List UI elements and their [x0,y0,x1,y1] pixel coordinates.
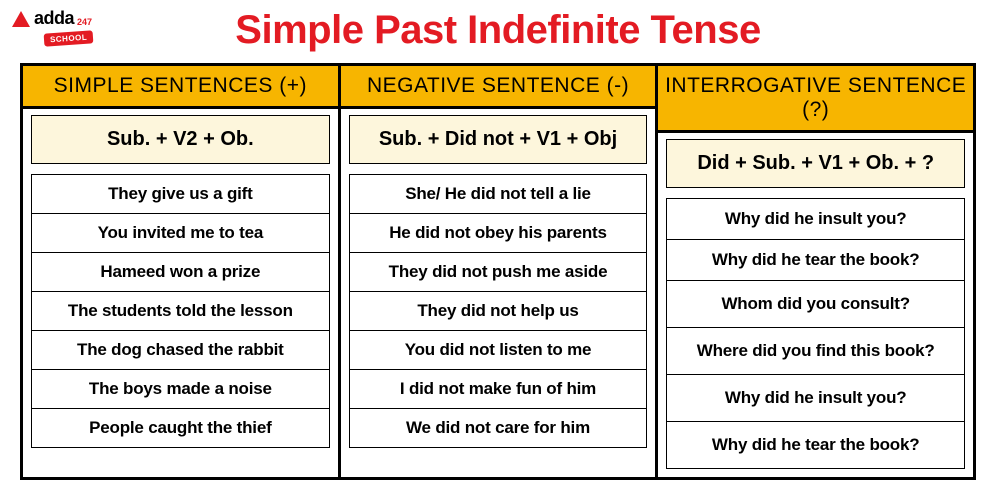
example-row: They did not push me aside [350,253,647,292]
brand-suffix: 247 [77,17,92,27]
brand-logo: adda 247 [12,8,92,29]
example-row: The students told the lesson [32,292,329,331]
formula-cell: Sub. + V2 + Ob. [31,115,330,164]
column-header: NEGATIVE SENTENCE (-) [341,66,656,109]
logo-triangle-icon [12,11,30,27]
example-row: They give us a gift [32,175,329,214]
column-header: SIMPLE SENTENCES (+) [23,66,338,109]
example-row: The boys made a noise [32,370,329,409]
example-row: Why did he insult you? [667,199,964,240]
column-simple: SIMPLE SENTENCES (+) Sub. + V2 + Ob. The… [23,66,341,477]
example-row: Why did he insult you? [667,375,964,422]
example-list: Why did he insult you? Why did he tear t… [666,198,965,469]
example-row: Hameed won a prize [32,253,329,292]
example-row: Where did you find this book? [667,328,964,375]
tense-table: SIMPLE SENTENCES (+) Sub. + V2 + Ob. The… [20,63,976,480]
brand-name: adda [34,8,74,29]
formula-cell: Did + Sub. + V1 + Ob. + ? [666,139,965,188]
page-title: Simple Past Indefinite Tense [0,0,996,53]
example-list: They give us a gift You invited me to te… [31,174,330,448]
example-row: People caught the thief [32,409,329,447]
example-row: He did not obey his parents [350,214,647,253]
example-row: You invited me to tea [32,214,329,253]
example-row: We did not care for him [350,409,647,447]
column-header: INTERROGATIVE SENTENCE (?) [658,66,973,133]
column-negative: NEGATIVE SENTENCE (-) Sub. + Did not + V… [341,66,659,477]
formula-cell: Sub. + Did not + V1 + Obj [349,115,648,164]
example-row: You did not listen to me [350,331,647,370]
example-row: They did not help us [350,292,647,331]
example-row: Whom did you consult? [667,281,964,328]
example-row: I did not make fun of him [350,370,647,409]
example-row: The dog chased the rabbit [32,331,329,370]
example-row: Why did he tear the book? [667,240,964,281]
example-row: Why did he tear the book? [667,422,964,468]
example-list: She/ He did not tell a lie He did not ob… [349,174,648,448]
column-interrogative: INTERROGATIVE SENTENCE (?) Did + Sub. + … [658,66,973,477]
example-row: She/ He did not tell a lie [350,175,647,214]
